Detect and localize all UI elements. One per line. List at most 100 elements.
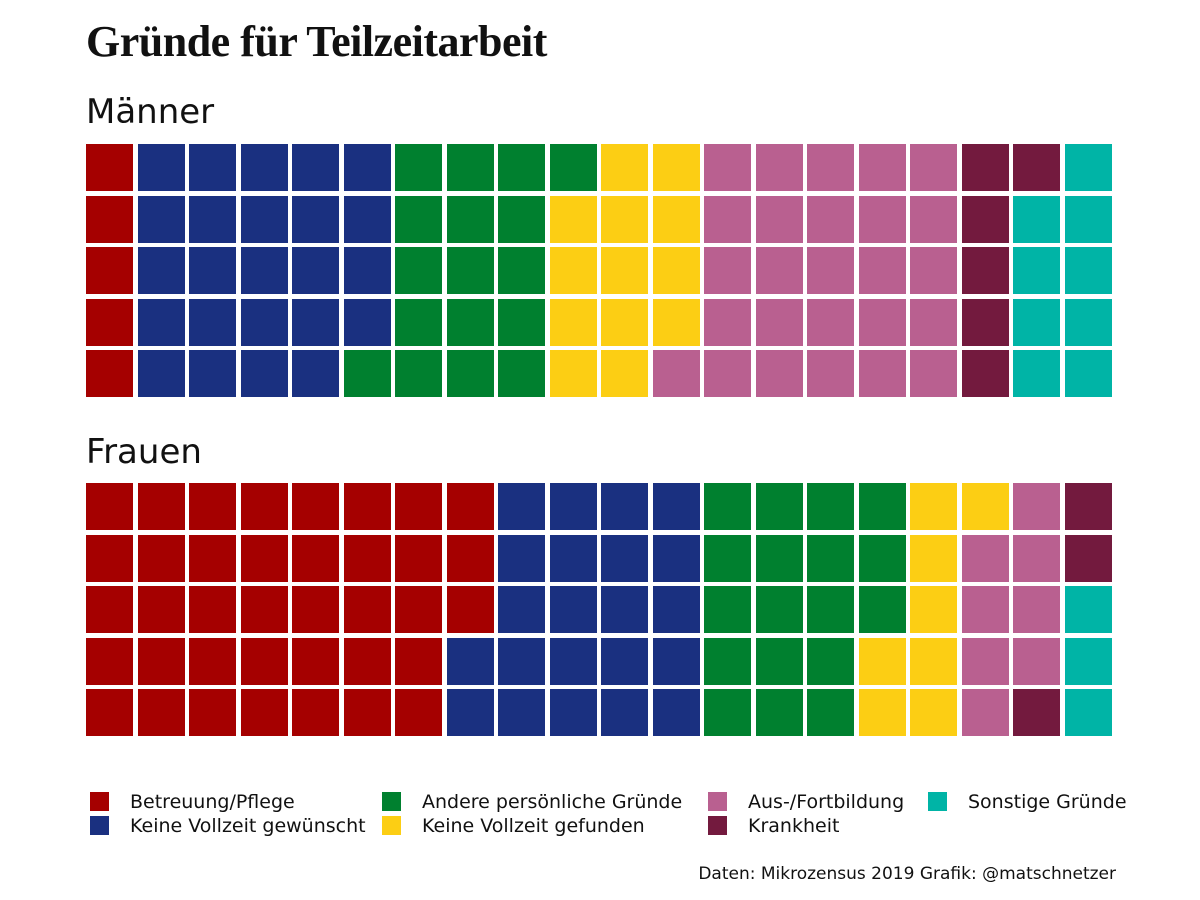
waffle-tile-maenner-keine-vollzeit-gefunden <box>549 298 597 346</box>
waffle-tile-maenner-aus-fortbildung <box>910 144 957 191</box>
waffle-tile-frauen-keine-vollzeit-gefunden <box>910 534 957 582</box>
waffle-tile-frauen-keine-vollzeit-gewuenscht <box>498 689 545 736</box>
waffle-tile-maenner-sonstige-gruende <box>1064 195 1112 243</box>
waffle-tile-frauen-betreuung-pflege <box>343 689 391 736</box>
waffle-tile-frauen-keine-vollzeit-gefunden <box>910 637 957 685</box>
waffle-tile-frauen-andere-persoenliche-gruende <box>755 483 803 530</box>
waffle-tile-maenner-keine-vollzeit-gewuenscht <box>292 298 339 346</box>
waffle-tile-frauen-aus-fortbildung <box>1013 637 1060 685</box>
waffle-tile-maenner-keine-vollzeit-gefunden <box>601 195 648 243</box>
waffle-tile-frauen-betreuung-pflege <box>292 637 339 685</box>
waffle-tile-maenner-aus-fortbildung <box>755 247 803 294</box>
waffle-tile-maenner-keine-vollzeit-gewuenscht <box>292 144 339 191</box>
waffle-tile-maenner-keine-vollzeit-gewuenscht <box>137 247 185 294</box>
legend-label-sonstige-gruende: Sonstige Gründe <box>968 791 1127 813</box>
waffle-tile-maenner-keine-vollzeit-gefunden <box>652 247 700 294</box>
waffle-tile-frauen-andere-persoenliche-gruende <box>704 689 751 736</box>
waffle-tile-maenner-andere-persoenliche-gruende <box>446 247 494 294</box>
waffle-tile-frauen-andere-persoenliche-gruende <box>807 483 854 530</box>
waffle-tile-frauen-andere-persoenliche-gruende <box>807 534 854 582</box>
waffle-tile-frauen-aus-fortbildung <box>961 586 1009 633</box>
waffle-tile-frauen-betreuung-pflege <box>446 586 494 633</box>
waffle-tile-maenner-andere-persoenliche-gruende <box>498 144 545 191</box>
waffle-tile-maenner-andere-persoenliche-gruende <box>498 195 545 243</box>
waffle-tile-frauen-betreuung-pflege <box>240 586 288 633</box>
waffle-tile-frauen-betreuung-pflege <box>137 689 185 736</box>
waffle-tile-frauen-betreuung-pflege <box>189 534 236 582</box>
waffle-tile-frauen-betreuung-pflege <box>189 586 236 633</box>
waffle-tile-maenner-krankheit <box>961 350 1009 397</box>
waffle-tile-maenner-keine-vollzeit-gefunden <box>601 247 648 294</box>
waffle-tile-maenner-aus-fortbildung <box>807 350 854 397</box>
waffle-tile-maenner-krankheit <box>961 195 1009 243</box>
waffle-tile-frauen-betreuung-pflege <box>446 483 494 530</box>
waffle-tile-frauen-betreuung-pflege <box>189 637 236 685</box>
waffle-grid-maenner <box>86 144 1116 400</box>
waffle-tile-maenner-keine-vollzeit-gewuenscht <box>189 247 236 294</box>
waffle-tile-maenner-krankheit <box>961 144 1009 191</box>
source-caption: Daten: Mikrozensus 2019 Grafik: @matschn… <box>698 864 1116 884</box>
waffle-tile-maenner-keine-vollzeit-gewuenscht <box>189 144 236 191</box>
waffle-tile-maenner-keine-vollzeit-gewuenscht <box>189 195 236 243</box>
waffle-tile-frauen-keine-vollzeit-gewuenscht <box>652 689 700 736</box>
waffle-tile-frauen-aus-fortbildung <box>961 689 1009 736</box>
waffle-tile-maenner-andere-persoenliche-gruende <box>549 144 597 191</box>
waffle-tile-maenner-sonstige-gruende <box>1013 298 1060 346</box>
waffle-tile-frauen-andere-persoenliche-gruende <box>858 534 906 582</box>
legend-swatch-andere-persoenliche-gruende <box>382 792 401 811</box>
legend-swatch-keine-vollzeit-gefunden <box>382 816 401 835</box>
waffle-tile-frauen-krankheit <box>1013 689 1060 736</box>
waffle-tile-frauen-keine-vollzeit-gewuenscht <box>498 483 545 530</box>
waffle-tile-frauen-aus-fortbildung <box>1013 586 1060 633</box>
waffle-tile-frauen-keine-vollzeit-gewuenscht <box>652 483 700 530</box>
legend-swatch-betreuung-pflege <box>90 792 109 811</box>
waffle-tile-frauen-keine-vollzeit-gewuenscht <box>549 483 597 530</box>
waffle-tile-frauen-keine-vollzeit-gewuenscht <box>498 637 545 685</box>
panel-label-maenner: Männer <box>86 92 215 132</box>
waffle-tile-frauen-betreuung-pflege <box>240 534 288 582</box>
waffle-tile-maenner-betreuung-pflege <box>86 298 133 346</box>
waffle-tile-frauen-keine-vollzeit-gewuenscht <box>652 586 700 633</box>
legend: Betreuung/Pflege Keine Vollzeit gewünsch… <box>90 790 1130 838</box>
waffle-tile-frauen-andere-persoenliche-gruende <box>755 534 803 582</box>
waffle-grid-frauen <box>86 483 1116 739</box>
waffle-tile-maenner-betreuung-pflege <box>86 350 133 397</box>
waffle-tile-maenner-keine-vollzeit-gewuenscht <box>137 298 185 346</box>
waffle-tile-frauen-keine-vollzeit-gewuenscht <box>601 586 648 633</box>
waffle-tile-frauen-betreuung-pflege <box>137 483 185 530</box>
waffle-tile-frauen-keine-vollzeit-gewuenscht <box>601 534 648 582</box>
waffle-tile-frauen-keine-vollzeit-gewuenscht <box>652 534 700 582</box>
waffle-tile-maenner-andere-persoenliche-gruende <box>446 144 494 191</box>
waffle-tile-frauen-keine-vollzeit-gewuenscht <box>446 637 494 685</box>
waffle-tile-frauen-betreuung-pflege <box>86 637 133 685</box>
waffle-tile-frauen-keine-vollzeit-gewuenscht <box>549 586 597 633</box>
waffle-tile-maenner-keine-vollzeit-gefunden <box>549 350 597 397</box>
waffle-tile-frauen-keine-vollzeit-gewuenscht <box>601 637 648 685</box>
waffle-tile-maenner-andere-persoenliche-gruende <box>498 350 545 397</box>
waffle-tile-maenner-aus-fortbildung <box>910 350 957 397</box>
waffle-tile-maenner-krankheit <box>961 247 1009 294</box>
waffle-tile-frauen-betreuung-pflege <box>86 534 133 582</box>
waffle-tile-frauen-andere-persoenliche-gruende <box>704 534 751 582</box>
waffle-tile-frauen-betreuung-pflege <box>240 689 288 736</box>
waffle-tile-frauen-andere-persoenliche-gruende <box>755 586 803 633</box>
waffle-tile-frauen-betreuung-pflege <box>86 483 133 530</box>
waffle-tile-frauen-andere-persoenliche-gruende <box>858 586 906 633</box>
waffle-tile-frauen-andere-persoenliche-gruende <box>755 689 803 736</box>
waffle-tile-maenner-andere-persoenliche-gruende <box>498 247 545 294</box>
waffle-tile-maenner-aus-fortbildung <box>858 144 906 191</box>
waffle-tile-maenner-keine-vollzeit-gewuenscht <box>189 298 236 346</box>
waffle-tile-maenner-andere-persoenliche-gruende <box>498 298 545 346</box>
waffle-tile-maenner-keine-vollzeit-gefunden <box>652 195 700 243</box>
waffle-tile-frauen-keine-vollzeit-gewuenscht <box>601 689 648 736</box>
legend-label-keine-vollzeit-gewuenscht: Keine Vollzeit gewünscht <box>130 815 366 837</box>
waffle-tile-maenner-keine-vollzeit-gewuenscht <box>292 195 339 243</box>
waffle-tile-maenner-andere-persoenliche-gruende <box>395 350 442 397</box>
waffle-tile-maenner-sonstige-gruende <box>1064 298 1112 346</box>
waffle-tile-frauen-keine-vollzeit-gewuenscht <box>601 483 648 530</box>
waffle-tile-maenner-andere-persoenliche-gruende <box>446 195 494 243</box>
waffle-tile-frauen-betreuung-pflege <box>343 534 391 582</box>
waffle-tile-maenner-keine-vollzeit-gewuenscht <box>137 350 185 397</box>
waffle-tile-frauen-betreuung-pflege <box>343 637 391 685</box>
waffle-tile-maenner-betreuung-pflege <box>86 144 133 191</box>
